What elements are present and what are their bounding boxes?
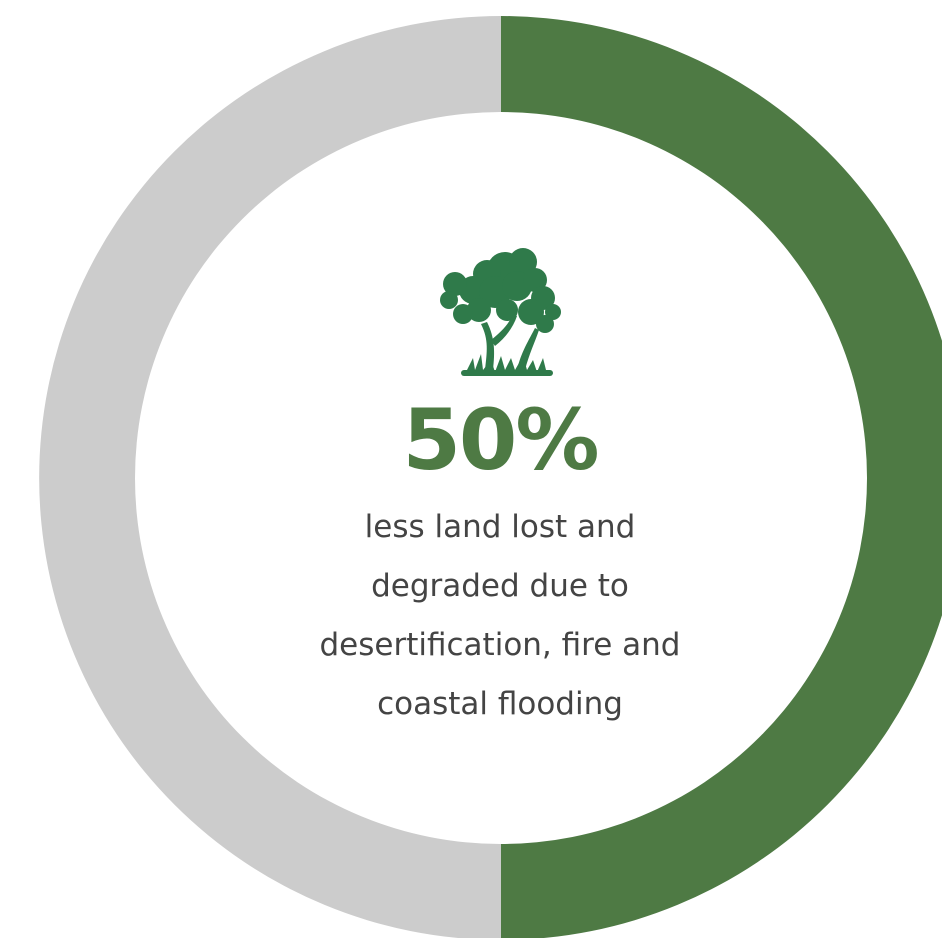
- description-line: desertification, fire and: [319, 627, 681, 663]
- tree-icon: [440, 248, 561, 376]
- description-line: degraded due to: [371, 568, 629, 604]
- headline-value: 50%: [402, 391, 599, 489]
- donut-slice-highlight: [501, 16, 942, 938]
- description-line: less land lost and: [364, 509, 636, 545]
- description-line: coastal flooding: [377, 686, 623, 722]
- description: less land lost and degraded due to deser…: [230, 498, 770, 734]
- center-content: 50% less land lost and degraded due to d…: [230, 240, 770, 734]
- donut-slice-remainder: [39, 16, 501, 938]
